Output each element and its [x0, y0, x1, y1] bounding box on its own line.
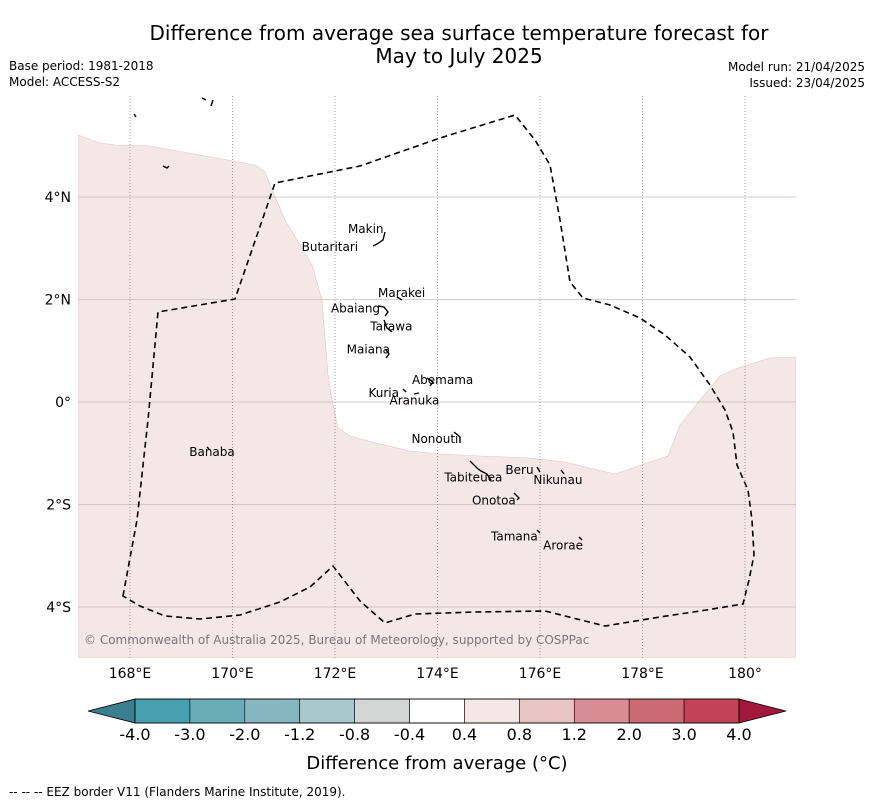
place-label: Beru — [505, 463, 533, 477]
island-outline — [536, 529, 541, 534]
colorbar-bins — [134, 698, 740, 724]
island-outline — [453, 431, 461, 443]
colorbar-outline — [134, 698, 740, 724]
lon-label: 170°E — [211, 666, 254, 682]
lat-label: 4°S — [46, 600, 71, 616]
base-period: Base period: 1981-2018 — [9, 59, 154, 73]
colorbar-bin — [299, 698, 355, 724]
title-line-2: May to July 2025 — [375, 44, 543, 68]
place-label: Makin — [348, 222, 384, 236]
place-label: Kuria — [368, 386, 399, 400]
place-label: Marakei — [378, 286, 425, 300]
island-outlines — [133, 97, 583, 541]
issued-date: Issued: 23/04/2025 — [749, 76, 865, 90]
title-line-1: Difference from average sea surface temp… — [149, 21, 769, 45]
colorbar-bin — [519, 698, 575, 724]
model-run: Model run: 21/04/2025 — [727, 60, 865, 74]
place-label: Maiana — [347, 342, 390, 356]
meta-left: Base period: 1981-2018 Model: ACCESS-S2 — [9, 58, 154, 90]
colorbar-level-label: 1.2 — [562, 725, 587, 744]
island-outline — [385, 349, 390, 359]
colorbar-level-label: -4.0 — [119, 725, 150, 744]
lon-label: 180° — [728, 666, 762, 682]
island-outline — [426, 377, 435, 387]
island-outline — [372, 231, 386, 247]
colorbar-bin — [464, 698, 520, 724]
colorbar-bin — [244, 698, 301, 724]
colorbar-level-label: 0.8 — [507, 725, 532, 744]
place-label: Butaritari — [302, 240, 359, 254]
copyright-notice: © Commonwealth of Australia 2025, Bureau… — [84, 633, 589, 647]
lon-label: 174°E — [416, 666, 459, 682]
place-label: Tamana — [490, 529, 538, 543]
lat-label: 0° — [55, 395, 71, 411]
island-outline — [377, 305, 389, 317]
anomaly-region — [78, 134, 796, 658]
lat-label: 4°N — [45, 190, 71, 206]
colorbar-level-label: 0.4 — [452, 725, 477, 744]
island-outline — [383, 319, 393, 333]
colorbar-level-label: -2.0 — [229, 725, 260, 744]
island-outline — [413, 392, 420, 395]
colorbar-under-arrow — [87, 698, 136, 724]
island-outline — [578, 536, 583, 541]
colorbar-bin — [409, 698, 465, 724]
colorbar-bin — [189, 698, 246, 724]
island-outline — [469, 460, 492, 481]
lat-label: 2°S — [46, 498, 71, 514]
place-label: Tarawa — [369, 319, 412, 333]
island-outline — [513, 492, 520, 501]
island-outline — [396, 296, 403, 301]
place-label: Onotoa — [472, 494, 516, 508]
colorbar-bin — [134, 698, 191, 724]
lon-label: 168°E — [109, 666, 152, 682]
place-label: Aranuka — [390, 394, 440, 408]
island-outline — [206, 446, 210, 450]
colorbar-level-label: 2.0 — [616, 725, 641, 744]
island-outline — [536, 466, 541, 473]
colorbar-level-label: -0.4 — [394, 725, 425, 744]
place-label: Banaba — [189, 445, 235, 459]
colorbar-level-label: -3.0 — [174, 725, 205, 744]
colorbar-over-arrow — [738, 698, 787, 724]
place-label: Abaiang — [331, 301, 380, 315]
colorbar-level-label: 4.0 — [726, 725, 751, 744]
place-label: Nikunau — [533, 473, 582, 487]
colorbar-level-label: -0.8 — [339, 725, 370, 744]
island-outline — [162, 165, 170, 169]
place-label: Nonouti — [411, 432, 458, 446]
axis-labels: 4°N 2°N 0° 2°S 4°S 168°E 170°E 172°E 174°E 176°E 1… — [45, 190, 762, 682]
colorbar-bin — [354, 698, 410, 724]
island-outline — [133, 113, 137, 118]
colorbar-bin — [683, 698, 740, 724]
lon-label: 176°E — [519, 666, 562, 682]
colorbar-bin — [628, 698, 685, 724]
island-outline — [560, 469, 565, 475]
island-outline — [201, 97, 207, 101]
lon-label: 172°E — [314, 666, 357, 682]
colorbar-title: Difference from average (°C) — [306, 753, 567, 774]
island-outline — [402, 388, 407, 393]
colorbar-level-label: 3.0 — [671, 725, 696, 744]
lat-label: 2°N — [45, 293, 71, 309]
meta-right: Model run: 21/04/2025 Issued: 23/04/2025 — [728, 59, 865, 91]
lon-label: 178°E — [621, 666, 664, 682]
colorbar: -4.0 -3.0 -2.0 -1.2 -0.8 -0.4 0.4 0.8 1.2 2.0 3.0 4… — [87, 698, 787, 774]
model-name: Model: ACCESS-S2 — [9, 75, 121, 89]
map-title: Difference from average sea surface temp… — [0, 22, 873, 68]
colorbar-level-label: -1.2 — [284, 725, 315, 744]
place-label: Tabiteuea — [443, 470, 502, 484]
eez-legend-note: -- -- -- EEZ border V11 (Flanders Marine… — [9, 785, 346, 799]
place-label: Abemama — [412, 373, 473, 387]
colorbar-bin — [573, 698, 630, 724]
eez-border — [122, 114, 755, 627]
place-label: Arorae — [543, 539, 583, 553]
colorbar-labels: -4.0 -3.0 -2.0 -1.2 -0.8 -0.4 0.4 0.8 1.2 2.0 3.0 4… — [119, 725, 751, 744]
island-outline — [210, 99, 214, 107]
grid-lines — [78, 96, 796, 658]
